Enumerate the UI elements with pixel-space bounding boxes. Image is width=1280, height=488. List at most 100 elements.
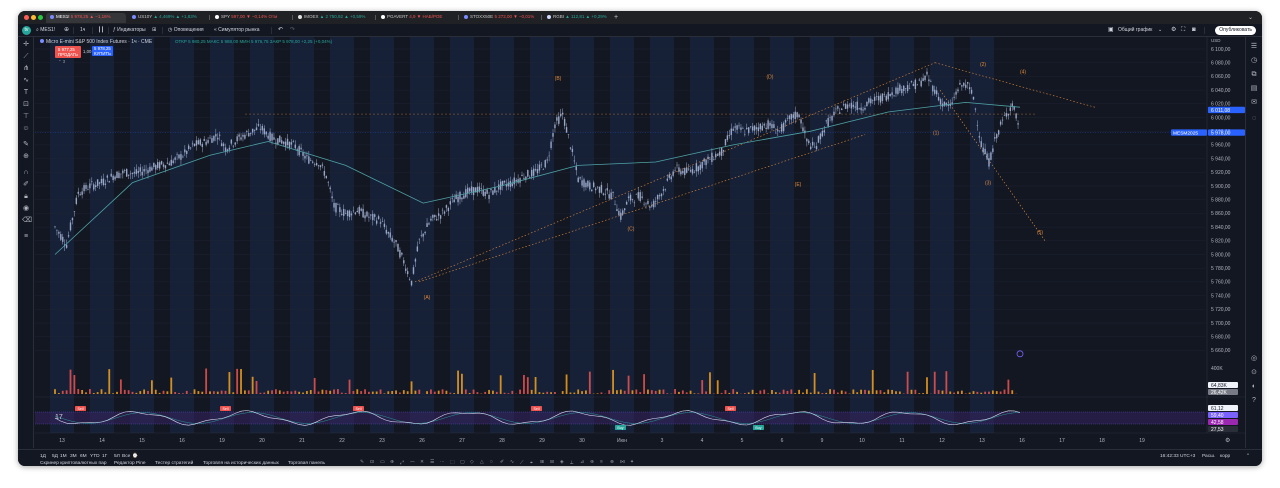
symbol-tag[interactable] bbox=[1171, 129, 1207, 136]
alerts-button[interactable]: ◷ Оповещения bbox=[168, 27, 204, 33]
bottom-panel-tab[interactable]: Торговая панель bbox=[288, 461, 326, 466]
drawing-shortcut-icon[interactable]: ⋯ bbox=[440, 460, 445, 465]
drawing-shortcut-icon[interactable]: ✕ bbox=[420, 460, 425, 465]
bottom-panel-tab[interactable]: Торговля на исторических данных bbox=[203, 461, 279, 466]
signal-badge[interactable] bbox=[353, 406, 364, 411]
wave-label[interactable]: (A) bbox=[424, 295, 431, 301]
drawing-shortcut-icon[interactable]: ⊞ bbox=[540, 460, 545, 465]
magnet-icon[interactable]: ∩ bbox=[23, 169, 29, 176]
layout-name-button[interactable]: Общий график bbox=[1118, 27, 1153, 33]
object-tree-icon[interactable]: ≡ bbox=[23, 233, 29, 240]
logo-icon[interactable]: tv bbox=[22, 26, 31, 35]
zoom-in-icon[interactable]: ⊕ bbox=[23, 153, 29, 160]
wave-label[interactable]: (1) bbox=[933, 131, 939, 137]
adjustment-toggle[interactable]: корр bbox=[1220, 454, 1231, 459]
drawing-shortcut-icon[interactable]: ⊕ bbox=[390, 460, 395, 465]
signal-badge[interactable] bbox=[220, 406, 231, 411]
browser-tab-imoex[interactable]: IMOEX ▲ 2 750,92 ▲ +0,59% bbox=[294, 13, 372, 23]
stay-in-drawing-icon[interactable]: ✐ bbox=[23, 181, 29, 188]
drawing-shortcut-icon[interactable]: ✐ bbox=[500, 460, 505, 465]
redo-icon[interactable]: ↷ bbox=[290, 27, 296, 33]
wave-trend-line[interactable] bbox=[414, 62, 936, 283]
drawing-shortcut-icon[interactable]: △ bbox=[480, 460, 484, 465]
drawing-shortcut-icon[interactable]: ⬚ bbox=[450, 460, 455, 465]
chart-type-candles-icon[interactable]: ┃┃ bbox=[98, 27, 105, 33]
wave-trend-line[interactable] bbox=[418, 134, 866, 283]
zoom-window-icon[interactable] bbox=[38, 15, 43, 20]
signal-badge[interactable] bbox=[615, 425, 626, 430]
wave-label[interactable]: (5) bbox=[1037, 230, 1043, 236]
collapse-panel-icon[interactable]: ⌃ bbox=[1246, 454, 1251, 459]
wave-label[interactable]: (C) bbox=[628, 227, 635, 233]
drawing-shortcut-icon[interactable]: ∿ bbox=[510, 460, 515, 465]
replay-button[interactable]: « Симулятор рынка bbox=[214, 27, 260, 33]
browser-tab-mes[interactable]: MES1! 5 978,25 ▲ −1,16% bbox=[46, 13, 126, 23]
wave-label[interactable]: (D) bbox=[767, 74, 774, 80]
compare-symbol-icon[interactable]: ⊕ bbox=[64, 27, 70, 33]
help-icon[interactable]: ? bbox=[1252, 397, 1256, 404]
drawing-shortcut-icon[interactable]: ✦ bbox=[630, 460, 635, 465]
browser-tab-rgbi[interactable]: RGBI ▲ 112,81 ▲ +0,29% bbox=[543, 13, 607, 23]
drawing-shortcut-icon[interactable]: ✎ bbox=[360, 460, 365, 465]
drawing-shortcut-icon[interactable]: ⤢ bbox=[400, 461, 404, 466]
wave-label[interactable]: (E) bbox=[795, 182, 802, 188]
calendar-icon[interactable]: ⊙ bbox=[1251, 369, 1257, 376]
bottom-panel-tab[interactable]: Редактор Pine bbox=[114, 461, 146, 466]
emoji-icon[interactable]: ☺ bbox=[22, 125, 30, 132]
pitchfork-icon[interactable]: ⋔ bbox=[23, 65, 29, 72]
signal-badge[interactable] bbox=[725, 406, 736, 411]
drawing-shortcut-icon[interactable]: ☰ bbox=[430, 460, 435, 465]
symbol-search-button[interactable]: ⌕ MES1! bbox=[36, 27, 56, 33]
signal-badge[interactable] bbox=[753, 425, 764, 430]
camera-icon[interactable]: ◙ bbox=[1192, 27, 1196, 33]
ideas-icon[interactable]: ◌ bbox=[1251, 115, 1257, 122]
range-button[interactable]: 5Л bbox=[114, 454, 120, 459]
alert-marker-icon[interactable] bbox=[1016, 350, 1024, 358]
drawing-shortcut-icon[interactable]: ⊛ bbox=[590, 460, 595, 465]
wave-label[interactable]: (2) bbox=[980, 62, 986, 68]
drawing-shortcut-icon[interactable]: ≡ bbox=[600, 460, 603, 465]
range-button[interactable]: 1Г bbox=[102, 454, 108, 459]
browser-tab-spy[interactable]: SPY 597,00 ▼ −0,14% Отм bbox=[211, 13, 289, 23]
chat-icon[interactable]: ✉ bbox=[1251, 99, 1257, 106]
data-window-icon[interactable]: ⧉ bbox=[1251, 71, 1257, 78]
interval-button[interactable]: 1ч bbox=[80, 27, 86, 33]
moving-average-line[interactable] bbox=[54, 101, 1021, 255]
drawing-shortcut-icon[interactable]: ◈ bbox=[560, 460, 564, 465]
eye-icon[interactable]: ◉ bbox=[22, 205, 30, 212]
browser-tab-us10y[interactable]: US10Y ▲ 4,469% ▲ +1,83% bbox=[128, 13, 206, 23]
bottom-panel-tab[interactable]: Скринер криптовалютных пар bbox=[40, 461, 107, 466]
browser-tab-stoxx[interactable]: STOXX50E 5 272,00 ▼ −0,01% bbox=[460, 13, 538, 23]
axis-settings-icon[interactable]: ⚙ bbox=[1225, 437, 1230, 444]
drawing-shortcut-icon[interactable]: ⊗ bbox=[610, 460, 615, 465]
fullscreen-icon[interactable]: ⛶ bbox=[1181, 27, 1186, 33]
drawing-shortcut-icon[interactable]: ⊡ bbox=[370, 460, 375, 465]
alarm-clock-icon[interactable]: ◷ bbox=[1250, 57, 1258, 64]
range-button[interactable]: 5Д bbox=[52, 454, 58, 459]
drawing-shortcut-icon[interactable]: ⊟ bbox=[550, 460, 555, 465]
range-button[interactable]: 3М bbox=[70, 454, 77, 459]
clock-readout[interactable]: 16:42:33 UTC+3 bbox=[1160, 454, 1196, 459]
session-toggle[interactable]: Расш. bbox=[1202, 454, 1216, 459]
signal-badge[interactable] bbox=[75, 406, 86, 411]
currency-label[interactable]: USD bbox=[1211, 38, 1221, 43]
symbol-title[interactable]: Micro E-mini S&P 500 Index Futures · 1ч … bbox=[46, 39, 153, 45]
wave-label[interactable]: (3) bbox=[985, 181, 991, 187]
price-chart[interactable]: 6 100,00 6 080,00 6 060,00 6 040,00 6 020,00… bbox=[35, 37, 1245, 449]
crosshair-icon[interactable]: ✛ bbox=[23, 41, 29, 48]
drawing-shortcut-icon[interactable]: ▢ bbox=[460, 460, 465, 465]
text-tool-icon[interactable]: T bbox=[23, 89, 29, 96]
publish-button[interactable]: Опубликовать bbox=[1215, 26, 1256, 35]
signal-badge[interactable] bbox=[531, 406, 542, 411]
ruler-icon[interactable]: ✎ bbox=[23, 141, 29, 148]
wave-label[interactable]: (B) bbox=[555, 76, 562, 82]
undo-icon[interactable]: ↶ bbox=[278, 27, 284, 33]
range-button[interactable]: Все bbox=[122, 454, 131, 459]
sell-button[interactable]: 5 977,25 ПРОДАТЬ bbox=[55, 46, 81, 58]
notifications-icon[interactable]: ◐ bbox=[1251, 383, 1257, 390]
chevron-down-icon[interactable]: ⌄ bbox=[1158, 27, 1163, 33]
pattern-icon[interactable]: ⊡ bbox=[23, 101, 29, 108]
range-button[interactable]: 1Д bbox=[40, 454, 46, 459]
drawing-shortcut-icon[interactable]: ⟂ bbox=[570, 461, 574, 466]
templates-icon[interactable]: ⊞ bbox=[152, 27, 157, 33]
